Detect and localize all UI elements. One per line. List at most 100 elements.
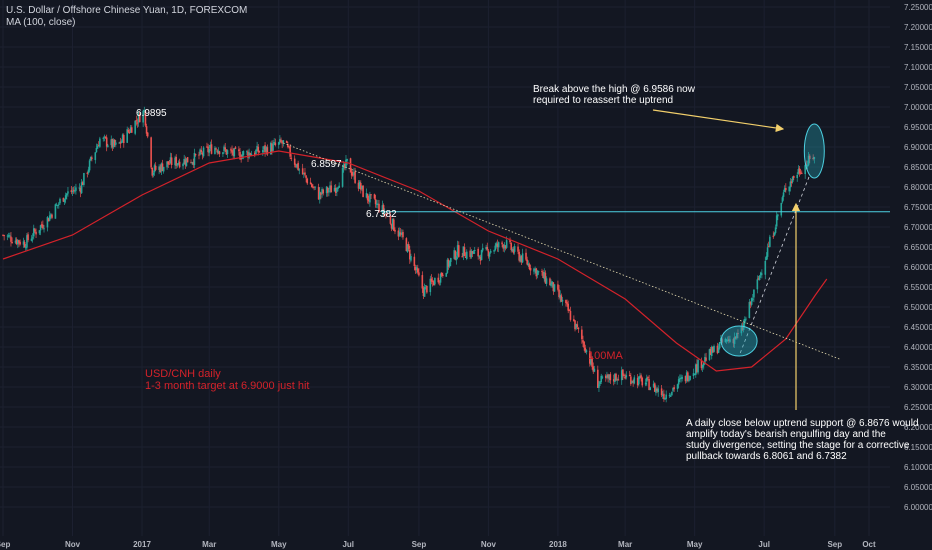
candle-body [113,139,116,146]
candle-body [585,350,588,353]
candle-body [734,336,737,339]
x-tick-label: Jul [758,540,770,549]
candle-body [442,274,444,276]
candle-body [63,198,66,203]
candle-body [496,243,499,248]
candle-body [55,204,58,206]
candle-body [797,169,800,174]
candle-body [486,246,489,250]
candle-body [313,186,315,188]
candle-body [568,310,571,312]
x-tick-label: May [271,540,287,549]
uptrend-support-line [739,174,811,354]
candle-body [782,192,785,197]
candle-body [537,271,540,273]
candle-body [64,195,67,200]
candle-body [639,375,641,378]
candle-body [696,364,698,372]
candle-body [601,376,604,378]
candle-body [333,188,336,192]
candle-body [745,318,747,320]
candle-body [144,110,147,126]
candle-body [599,381,601,385]
candle-body [565,300,567,304]
candle-body [130,127,133,133]
candle-body [631,381,633,384]
candle-body [614,373,616,383]
x-tick-label: Sep [412,540,427,549]
candle-body [115,142,117,145]
candle-body [353,172,355,175]
candle-body [198,154,200,156]
candle-body [644,382,647,385]
candle-body [161,163,164,171]
candle-body [378,203,380,212]
bottom-annotation-line: study divergence, setting the stage for … [686,440,910,451]
candle-body [518,251,520,261]
candle-body [701,365,704,368]
candle-body [470,250,473,258]
downtrend-line [283,142,840,360]
candle-body [418,272,420,276]
overlays-layer [2,109,890,410]
y-tick-label: 6.30000 [904,383,932,392]
candle-body [10,236,12,242]
candle-body [402,231,404,238]
candle-body [502,244,505,249]
candle-body [489,250,492,253]
candle-body [574,320,576,330]
candle-body [432,281,435,286]
candle-body [673,387,675,390]
candle-body [338,185,340,188]
candle-body [62,197,65,202]
candle-body [91,157,93,159]
candle-body [104,136,107,139]
candle-body [334,187,337,193]
candle-body [357,182,360,189]
candle-body [437,277,440,283]
candle-body [184,160,187,165]
candle-body [231,149,233,153]
candle-body [593,368,596,372]
candle-body [210,144,213,154]
candle-body [552,282,555,292]
bottom-annotation-line: pullback towards 6.8061 and 6.7382 [686,451,847,462]
candle-body [19,241,21,245]
candle-body [200,149,203,153]
candle-body [487,250,490,257]
level-label-high: 6.9895 [136,108,167,119]
candle-body [233,148,236,157]
candle-body [48,215,51,221]
x-tick-label: Nov [65,540,81,549]
candle-body [177,162,180,165]
candle-body [72,189,75,191]
candle-body [178,161,181,168]
candle-body [725,339,728,341]
y-tick-label: 7.00000 [904,103,932,112]
candle-body [781,197,784,202]
candle-body [310,184,313,187]
candle-body [159,166,162,172]
candle-body [465,251,468,259]
candle-body [281,142,283,144]
candle-body [329,185,331,190]
candle-body [561,299,564,302]
indicator-label[interactable]: MA (100, close) [6,17,76,28]
candle-body [757,278,760,280]
candle-body [788,186,791,192]
candle-body [232,151,234,156]
candle-body [287,144,289,147]
candle-body [652,383,655,387]
candle-body [633,377,636,384]
top-annotation-line: required to reassert the uptrend [533,95,674,106]
candle-body [186,157,189,163]
candle-body [86,172,89,174]
candle-body [34,229,36,232]
candle-body [704,356,706,363]
candle-body [138,113,141,123]
candle-body [75,187,77,191]
candle-body [590,358,592,365]
candle-body [669,395,672,397]
candle-body [408,249,411,260]
